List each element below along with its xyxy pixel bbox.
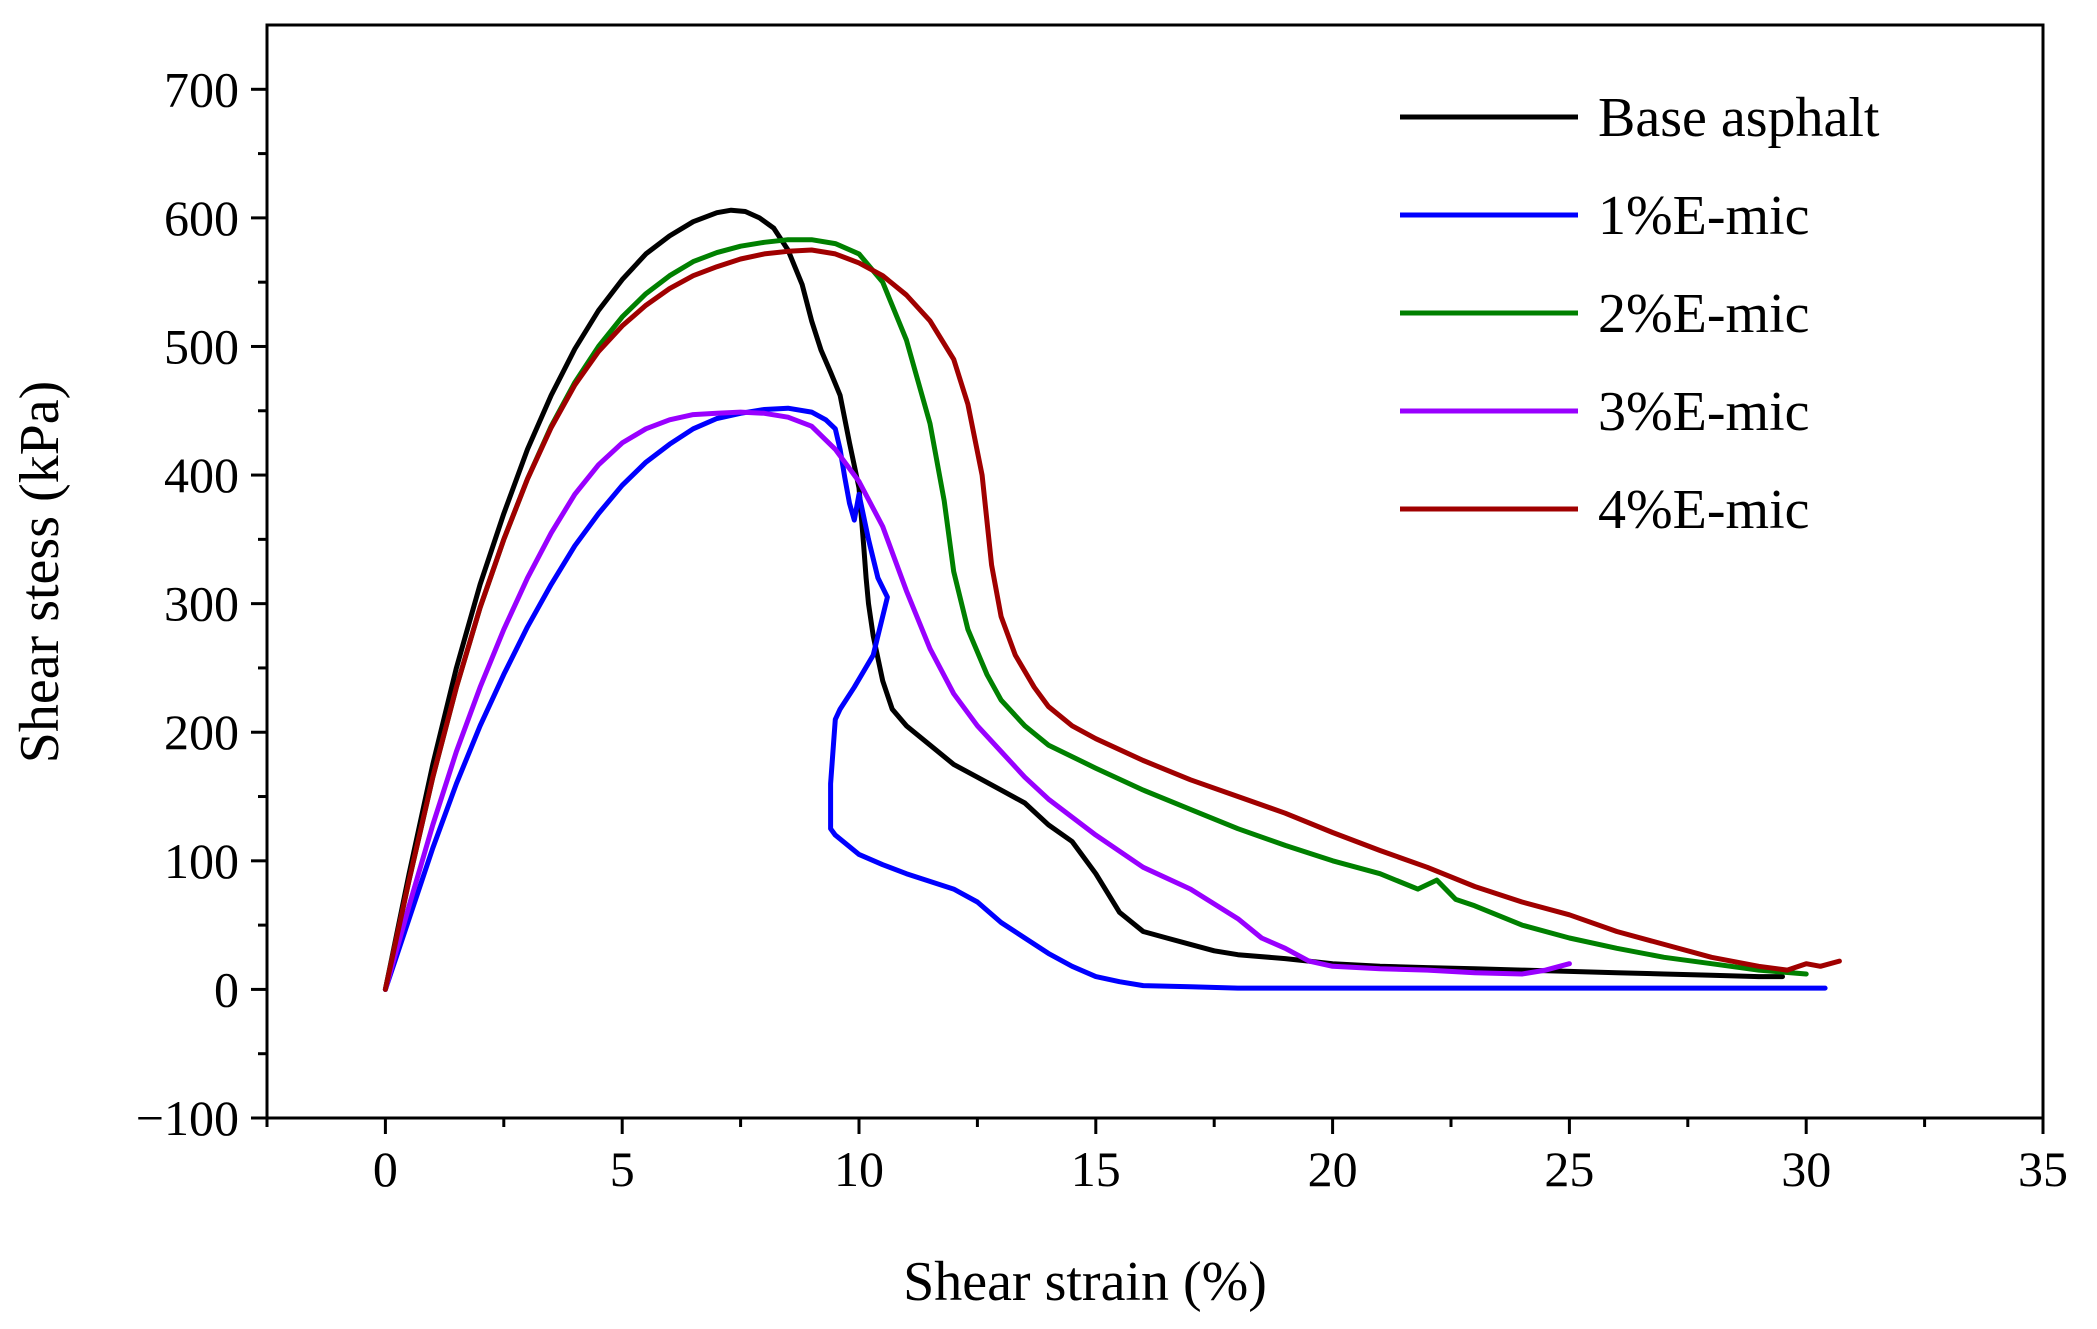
x-axis-label: Shear strain (%) — [903, 1251, 1267, 1313]
y-tick-label: 400 — [164, 447, 239, 503]
legend-label-1: Base asphalt — [1598, 87, 1880, 149]
series-line-5 — [382, 247, 1842, 992]
series-line-2 — [382, 405, 1828, 992]
legend: Base asphalt 1%E-mic 2%E-mic 3%E-mic 4%E-mic — [1400, 87, 1880, 541]
x-tick-label: 30 — [1781, 1141, 1831, 1197]
y-axis-label: Shear stess (kPa) — [9, 381, 71, 764]
legend-label-3: 2%E-mic — [1598, 283, 1809, 345]
axes-layer: 0 5 10 15 20 25 30 35 −100 0 100 200 300 400 500 600 700 — [136, 61, 2068, 1197]
y-tick-label: 100 — [164, 833, 239, 889]
series-line-1 — [382, 207, 1785, 992]
x-tick-label: 15 — [1071, 1141, 1121, 1197]
y-tick-label: 300 — [164, 576, 239, 632]
series-layer — [382, 207, 1842, 992]
y-tick-label: 0 — [214, 961, 239, 1017]
y-tick-label: 700 — [164, 61, 239, 117]
series-line-4 — [382, 409, 1572, 992]
x-tick-label: 10 — [834, 1141, 884, 1197]
x-tick-label: 35 — [2018, 1141, 2068, 1197]
plot-frame — [265, 23, 2045, 1120]
y-tick-label: −100 — [136, 1090, 239, 1146]
x-tick-label: 0 — [373, 1141, 398, 1197]
x-tick-label: 20 — [1308, 1141, 1358, 1197]
y-tick-label: 600 — [164, 190, 239, 246]
y-tick-label: 500 — [164, 318, 239, 374]
legend-label-4: 3%E-mic — [1598, 381, 1809, 443]
x-tick-label: 5 — [610, 1141, 635, 1197]
legend-label-2: 1%E-mic — [1598, 185, 1809, 247]
x-tick-label: 25 — [1544, 1141, 1594, 1197]
y-tick-label: 200 — [164, 704, 239, 760]
legend-label-5: 4%E-mic — [1598, 479, 1809, 541]
